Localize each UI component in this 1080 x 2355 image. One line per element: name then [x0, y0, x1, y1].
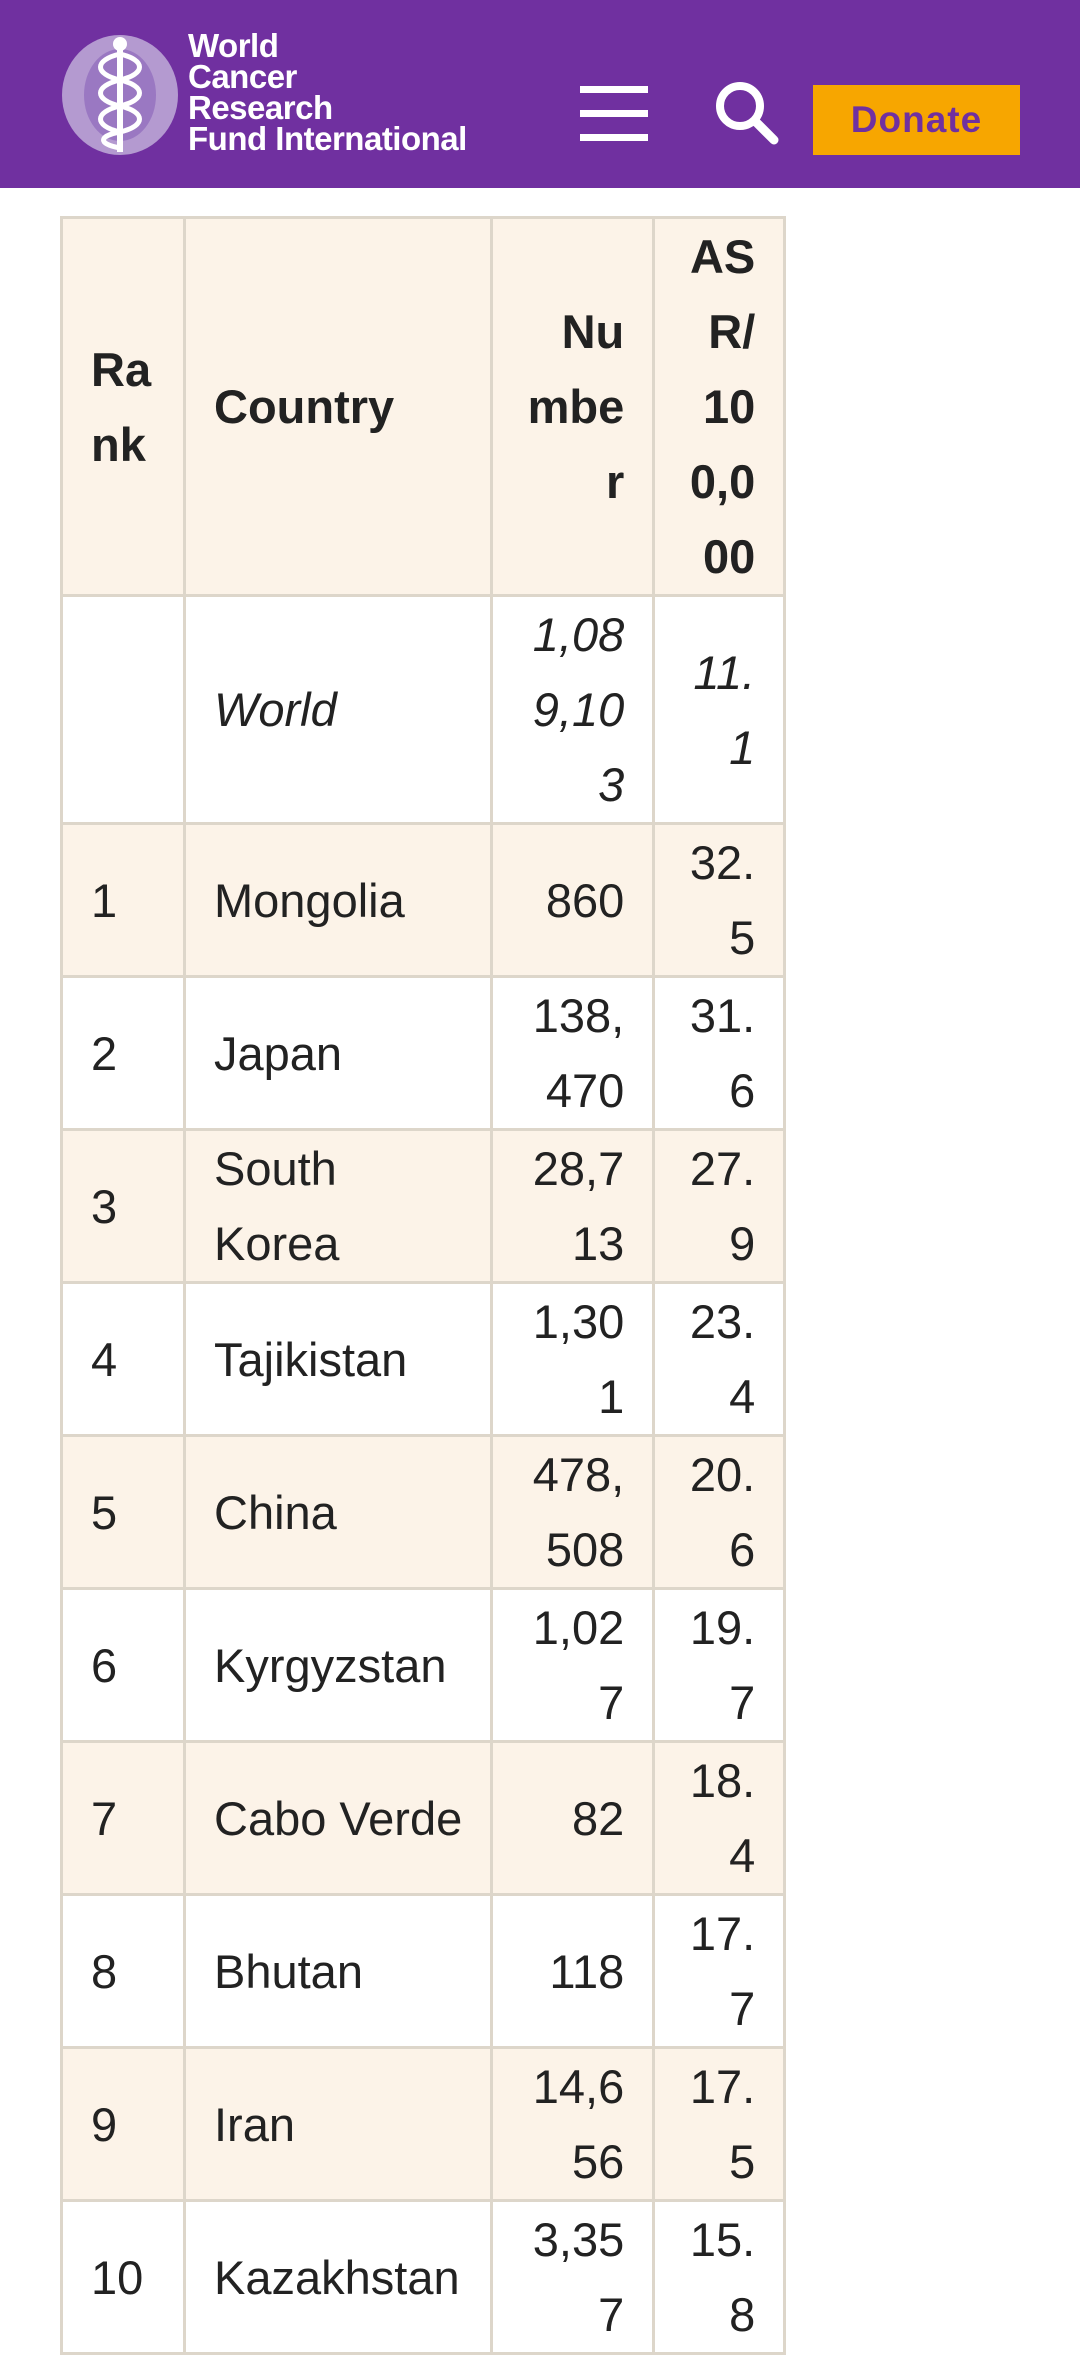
hamburger-menu-icon[interactable] — [578, 86, 650, 142]
row-number: 28,713 — [490, 1128, 656, 1284]
row-number: 1,027 — [490, 1587, 656, 1743]
row-rank: 3 — [60, 1128, 186, 1284]
logo-line-3: Research — [188, 89, 333, 126]
row-asr: 27.9 — [652, 1128, 787, 1284]
row-rank: 8 — [60, 1893, 186, 2049]
country-ranking-table: Rank Country Number ASR/100,000 World 1,… — [60, 216, 787, 2355]
header-asr: ASR/100,000 — [652, 216, 787, 597]
row-asr: 31.6 — [652, 975, 787, 1131]
row-rank: 6 — [60, 1587, 186, 1743]
table-row: 1 Mongolia 860 32.5 — [60, 822, 787, 978]
logo-line-2: Cancer — [188, 58, 297, 95]
row-country: Kazakhstan — [182, 2199, 494, 2355]
row-rank: 7 — [60, 1740, 186, 1896]
row-asr: 17.7 — [652, 1893, 787, 2049]
row-asr: 15.8 — [652, 2199, 787, 2355]
row-number: 860 — [490, 822, 656, 978]
menu-bar-top — [580, 86, 648, 93]
row-asr: 17.5 — [652, 2046, 787, 2202]
row-country: Iran — [182, 2046, 494, 2202]
row-rank: 1 — [60, 822, 186, 978]
row-country: Tajikistan — [182, 1281, 494, 1437]
site-header: World Cancer Research Fund International… — [0, 0, 1080, 188]
row-asr: 32.5 — [652, 822, 787, 978]
header-number: Number — [490, 216, 656, 597]
row-country: Bhutan — [182, 1893, 494, 2049]
table-row: 7 Cabo Verde 82 18.4 — [60, 1740, 787, 1896]
row-asr: 19.7 — [652, 1587, 787, 1743]
header-country: Country — [182, 216, 494, 597]
caduceus-icon — [62, 35, 178, 155]
row-rank: 5 — [60, 1434, 186, 1590]
logo-line-4: Fund International — [188, 120, 467, 157]
row-number: 138,470 — [490, 975, 656, 1131]
row-country: Cabo Verde — [182, 1740, 494, 1896]
menu-bar-bottom — [580, 134, 648, 141]
row-rank: 4 — [60, 1281, 186, 1437]
table-row: 8 Bhutan 118 17.7 — [60, 1893, 787, 2049]
table-row: 10 Kazakhstan 3,357 15.8 — [60, 2199, 787, 2355]
row-rank: 9 — [60, 2046, 186, 2202]
donate-button[interactable]: Donate — [813, 85, 1020, 155]
table-row: 3 South Korea 28,713 27.9 — [60, 1128, 787, 1284]
row-number: 478,508 — [490, 1434, 656, 1590]
table-row: 2 Japan 138,470 31.6 — [60, 975, 787, 1131]
row-number: 1,301 — [490, 1281, 656, 1437]
world-row: World 1,089,103 11.1 — [60, 594, 787, 825]
row-asr: 18.4 — [652, 1740, 787, 1896]
table-row: 5 China 478,508 20.6 — [60, 1434, 787, 1590]
world-country: World — [182, 594, 494, 825]
row-country: Kyrgyzstan — [182, 1587, 494, 1743]
logo-text: World Cancer Research Fund International — [188, 27, 467, 157]
row-asr: 20.6 — [652, 1434, 787, 1590]
row-number: 14,656 — [490, 2046, 656, 2202]
world-rank — [60, 594, 186, 825]
row-country: South Korea — [182, 1128, 494, 1284]
header-rank: Rank — [60, 216, 186, 597]
table-row: 9 Iran 14,656 17.5 — [60, 2046, 787, 2202]
table-row: 6 Kyrgyzstan 1,027 19.7 — [60, 1587, 787, 1743]
row-number: 3,357 — [490, 2199, 656, 2355]
world-asr: 11.1 — [652, 594, 787, 825]
table-row: 4 Tajikistan 1,301 23.4 — [60, 1281, 787, 1437]
world-number: 1,089,103 — [490, 594, 656, 825]
site-logo[interactable]: World Cancer Research Fund International — [58, 27, 478, 160]
row-country: China — [182, 1434, 494, 1590]
row-number: 82 — [490, 1740, 656, 1896]
table-header-row: Rank Country Number ASR/100,000 — [60, 216, 787, 597]
search-icon[interactable] — [712, 78, 782, 148]
row-rank: 10 — [60, 2199, 186, 2355]
row-number: 118 — [490, 1893, 656, 2049]
row-asr: 23.4 — [652, 1281, 787, 1437]
menu-bar-middle — [580, 110, 648, 117]
row-rank: 2 — [60, 975, 186, 1131]
row-country: Mongolia — [182, 822, 494, 978]
logo-line-1: World — [188, 27, 279, 64]
row-country: Japan — [182, 975, 494, 1131]
